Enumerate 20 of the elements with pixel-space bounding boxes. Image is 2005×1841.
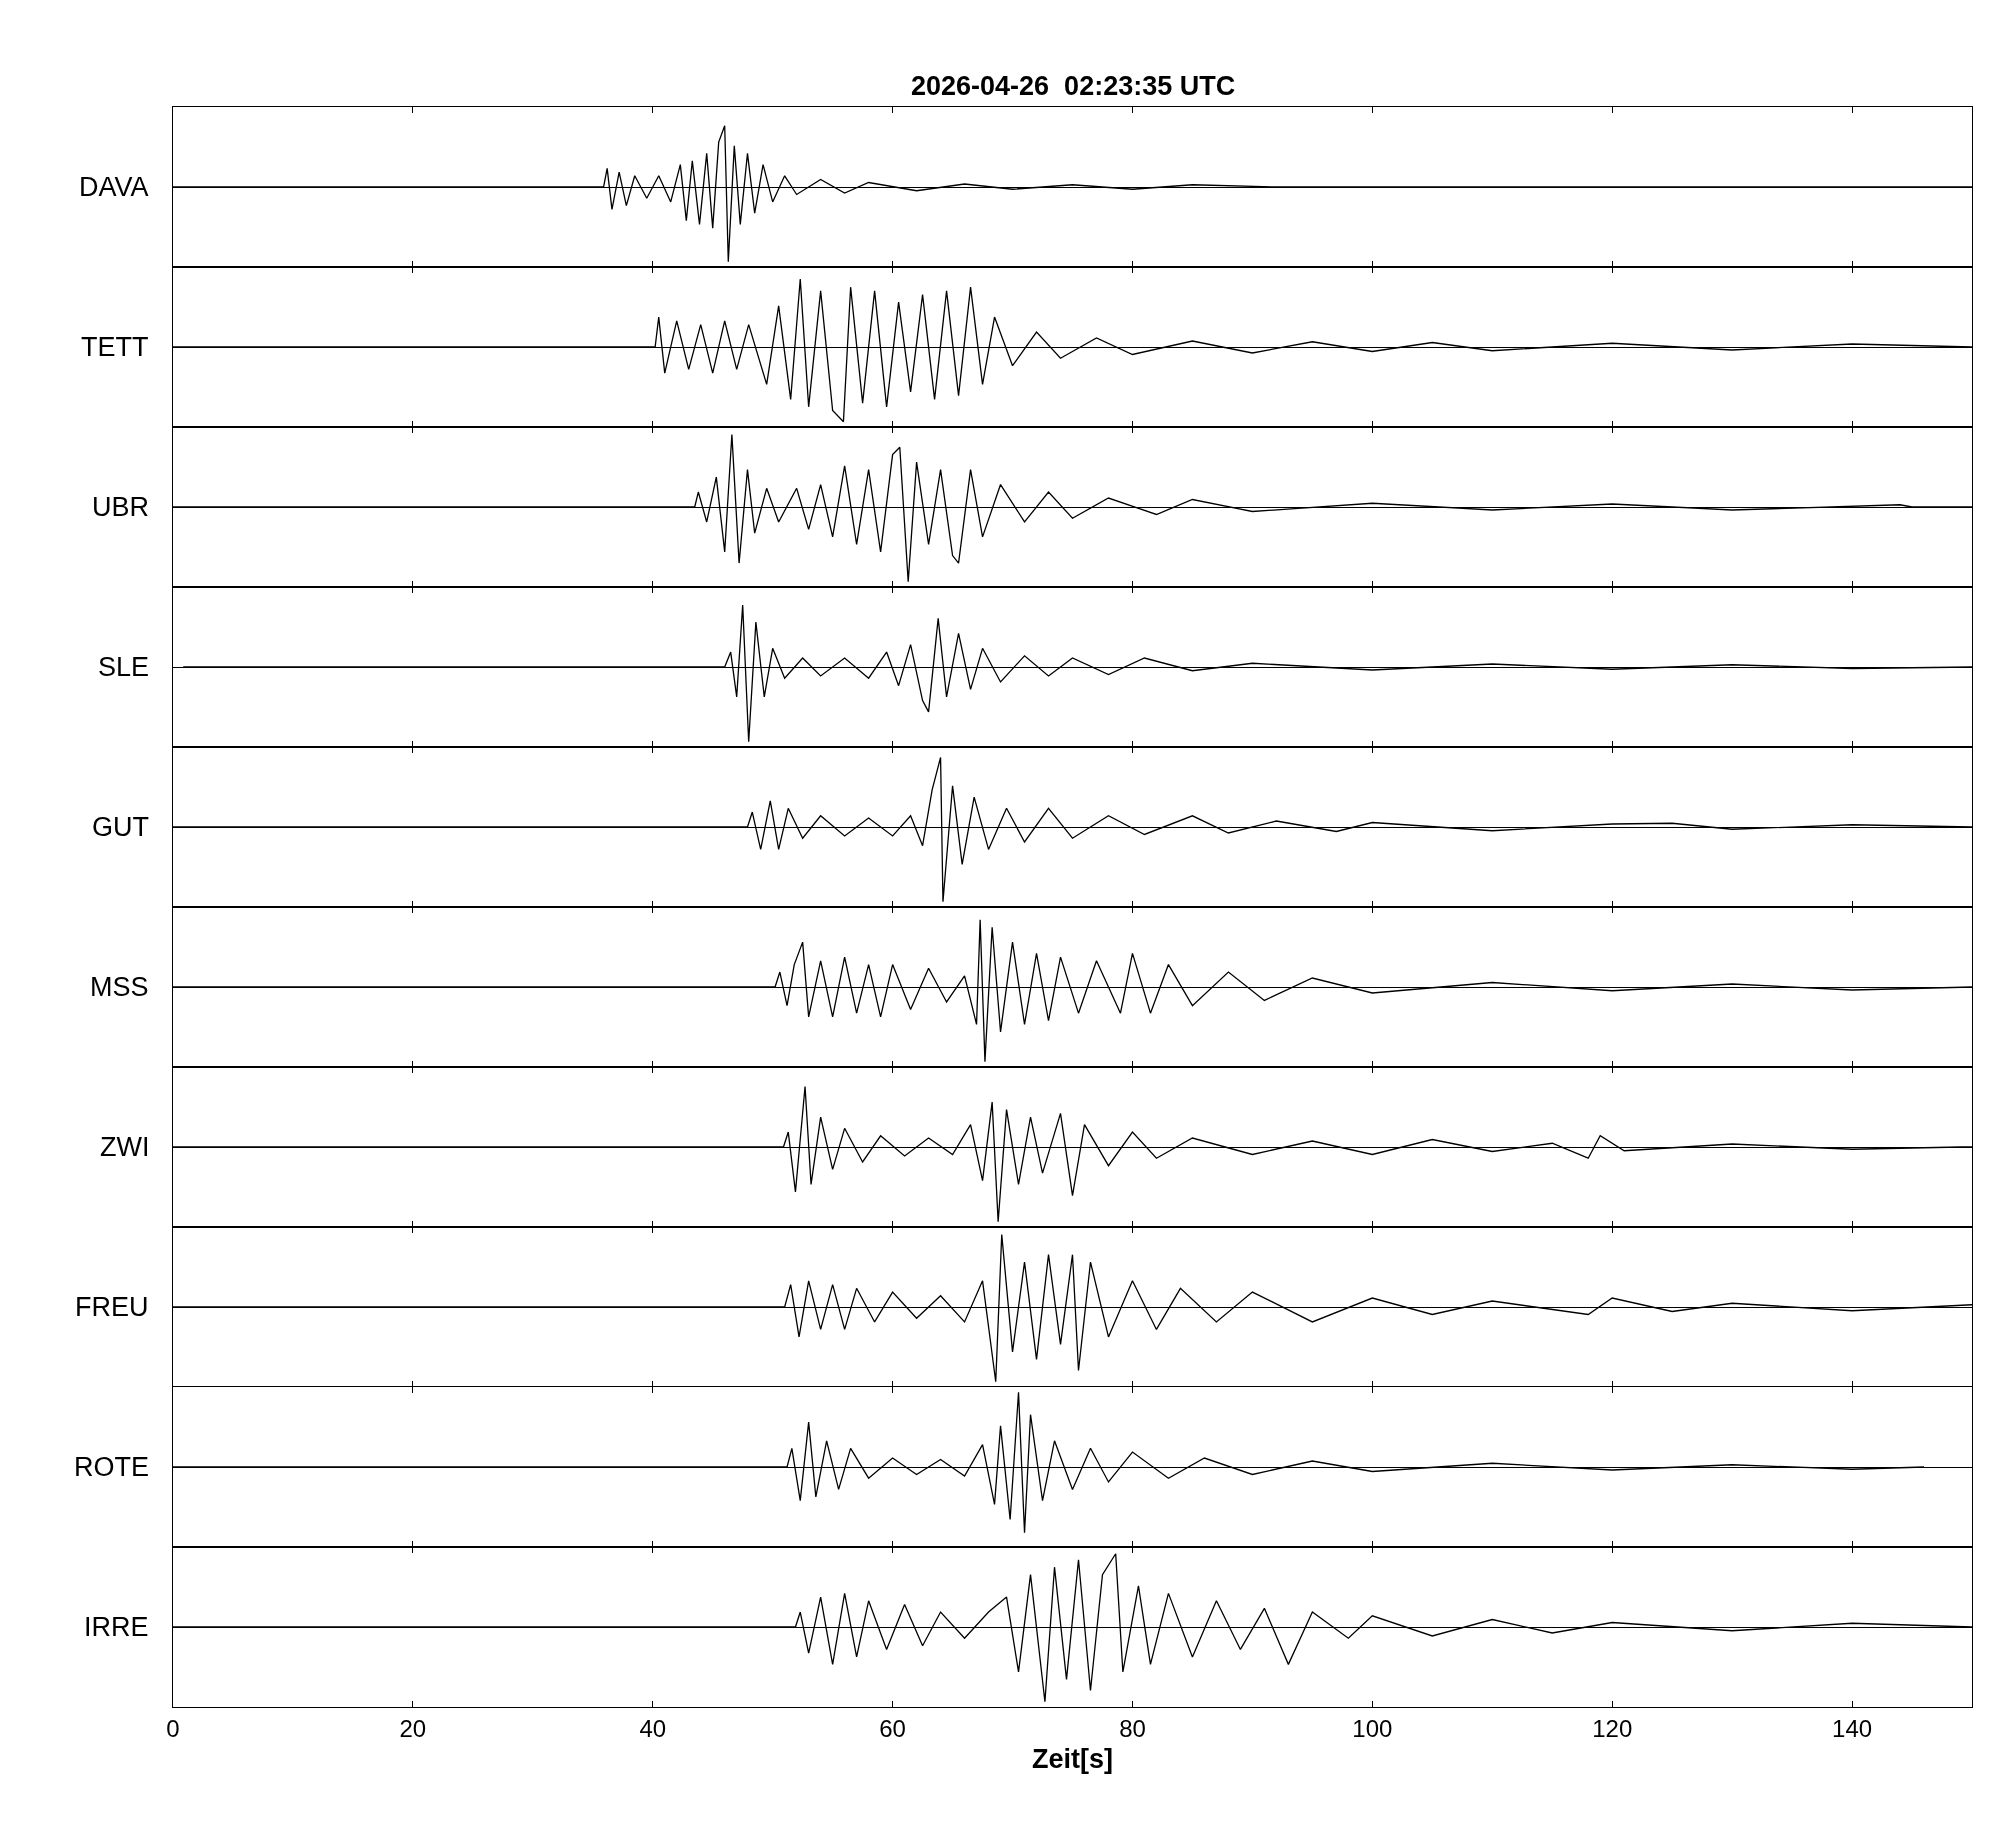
y-axis-title: DAVA (79, 172, 149, 202)
x-tick-label: 140 (1832, 1714, 1873, 1742)
y-axis-title: SLE (98, 652, 150, 682)
chart-title: 2026-04-26 02:23:35 UTC (911, 71, 1236, 101)
x-tick-label: 80 (1119, 1714, 1146, 1742)
y-axis-title: GUT (92, 812, 149, 842)
y-axis-title: FREU (75, 1292, 149, 1322)
x-tick-label: 20 (399, 1714, 427, 1742)
x-tick-label: 60 (879, 1714, 906, 1742)
y-axis-title: UBR (92, 492, 150, 522)
y-axis-title: ZWI (100, 1132, 150, 1162)
y-axis-title: TETT (81, 332, 149, 362)
y-axis-title: ROTE (74, 1452, 150, 1482)
y-axis-title: IRRE (84, 1612, 149, 1642)
x-tick-label: 100 (1352, 1714, 1393, 1742)
y-axis-title: MSS (90, 972, 149, 1002)
x-tick-label: 120 (1592, 1714, 1633, 1742)
x-axis-title: Zeit[s] (1032, 1744, 1113, 1775)
x-tick-label: 0 (166, 1714, 180, 1742)
x-tick-label: 40 (639, 1714, 667, 1742)
